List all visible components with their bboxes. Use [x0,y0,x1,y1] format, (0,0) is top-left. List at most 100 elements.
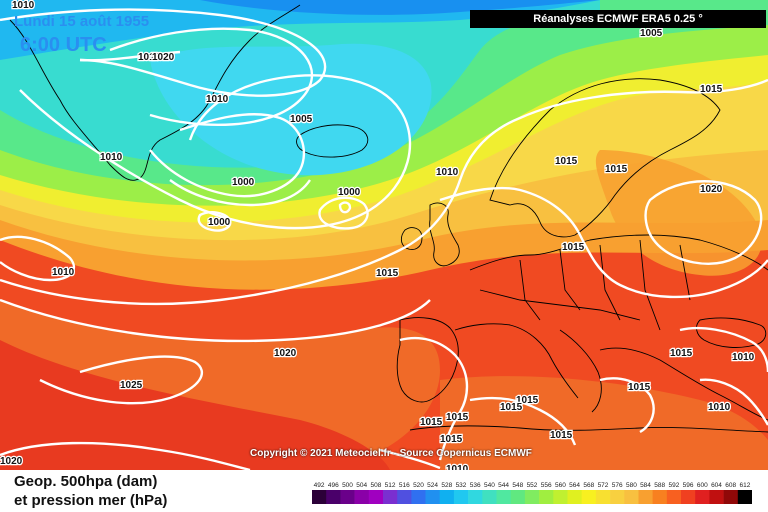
colorbar-tick-label: 552 [527,482,538,489]
colorbar-tick-label: 548 [512,482,523,489]
isobar-1010-east [679,326,768,373]
isobar-labels: 1010 1005 1010 1020 1010 1015 1005 1010 … [0,0,756,470]
isobar-1000-a [169,179,311,207]
isobar-label: 1020 [700,184,723,195]
colorbar-swatch [581,490,597,504]
colorbar-swatch [411,490,426,504]
colorbar-swatch [539,490,554,504]
legend-line-2: et pression mer (hPa) [14,492,168,509]
colorbar-tick-label: 560 [555,482,566,489]
italy-peninsula [559,329,602,413]
colorbar-swatch [666,490,682,504]
colorbar-swatch [468,490,483,504]
colorbar-swatch [482,490,497,504]
isobars [0,8,768,470]
isobar-label: 1005 [290,114,313,125]
colorbar-tick-label: 536 [470,482,481,489]
colorbar-swatch [340,490,355,504]
geop-band-mediterranean [440,376,768,470]
colorbar-swatch [681,490,696,504]
colorbar-swatch [723,490,739,504]
isobar-1020-south [0,441,251,470]
isobar-label: 1000 [338,187,361,198]
colorbar-tick-label: 544 [498,482,509,489]
isobar-label: 1015 [562,242,585,253]
balkans-coast [599,347,768,421]
legend-title: Geop. 500hpa (dam) et pression mer (hPa) [14,472,167,510]
colorbar-tick-label: 600 [697,482,708,489]
isobar-label: 1000 [232,177,255,188]
isobar-1015-iberia [399,336,469,461]
colorbar-swatch [595,490,611,504]
geop-band-524 [200,0,600,15]
colorbar-tick-label: 572 [598,482,609,489]
isobar-label: 1000 [208,217,231,228]
iceland-coast [296,124,369,158]
colorbar-swatch [695,490,710,504]
isobar-label: 1010 [138,52,161,63]
isobar-label: 1020 [0,456,23,467]
isobar-label: 1015 [700,84,723,95]
colorbar-swatch [439,490,455,504]
france-italy-coast [454,323,579,399]
isobar-label: 1015 [500,402,523,413]
colorbar-tick-label: 576 [612,482,623,489]
colorbar-swatch [354,490,370,504]
great-britain-coast [429,202,460,267]
colorbar-swatch [737,490,752,504]
isobar-1020-fragment [79,50,181,62]
isobar-label: 1020 [274,348,297,359]
isobar-1015-italy [599,377,655,434]
colorbar-swatch [453,490,469,504]
colorbar-tick-label: 496 [328,482,339,489]
isobar-1010-west [0,235,76,282]
colorbar-tick-label: 584 [640,482,651,489]
colorbar-swatch [496,490,511,504]
isobar-label: 1015 [555,156,578,167]
colorbar-tick-label: 540 [484,482,495,489]
country-borders [479,239,691,331]
north-africa-coast [409,425,768,433]
isobar-label: 1010 [436,167,459,178]
iberia-coast [396,317,459,403]
isobar-label: 1015 [446,412,469,423]
colorbar-tick-label: 608 [725,482,736,489]
isobar-label: 1010 [708,402,731,413]
isobar-1010-africa [379,448,441,470]
isobar-1010-se [699,378,768,426]
colorbar-swatch [368,490,384,504]
colorbar-tick-label: 508 [370,482,381,489]
map-date: Lundi 15 août 1955 [14,13,150,30]
isobar-1000-b [197,211,232,232]
colorbar-tick-label: 588 [654,482,665,489]
colorbar-swatch [524,490,540,504]
geop-low-center [150,43,432,176]
colorbar-tick-label: 604 [711,482,722,489]
colorbar-tick-label: 492 [314,482,325,489]
colorbar-swatch [510,490,526,504]
colorbar-swatch [610,490,625,504]
colorbar-tick-label: 500 [342,482,353,489]
source-label: Réanalyses ECMWF ERA5 0.25 ° [470,10,766,28]
isobar-1000-c [318,196,369,230]
weather-map: 1010 1005 1010 1020 1010 1015 1005 1010 … [0,0,768,470]
isobar-label: 1010 [12,0,35,11]
colorbar-tick-label: 568 [583,482,594,489]
colorbar-swatch [397,490,412,504]
isobar-label: 1015 [670,348,693,359]
isobar-1020-atlantic [0,298,431,343]
colorbar-swatch [312,490,327,504]
black-sea-coast [696,317,767,348]
colorbar-tick-label: 520 [413,482,424,489]
isobar-label: 1015 [628,382,651,393]
isobar-1015-main [0,78,768,306]
colorbar-swatch [624,490,639,504]
colorbar-tick-label: 592 [668,482,679,489]
copyright-text: Copyright © 2021 Meteociel.fr - Source C… [250,448,532,459]
colorbar-tick-label: 556 [541,482,552,489]
isobar-label: 1010 [100,152,123,163]
colorbar-swatch [553,490,568,504]
isobar-label: 1015 [516,395,539,406]
greenland-coast [9,4,301,181]
colorbar-tick-label: 596 [683,482,694,489]
